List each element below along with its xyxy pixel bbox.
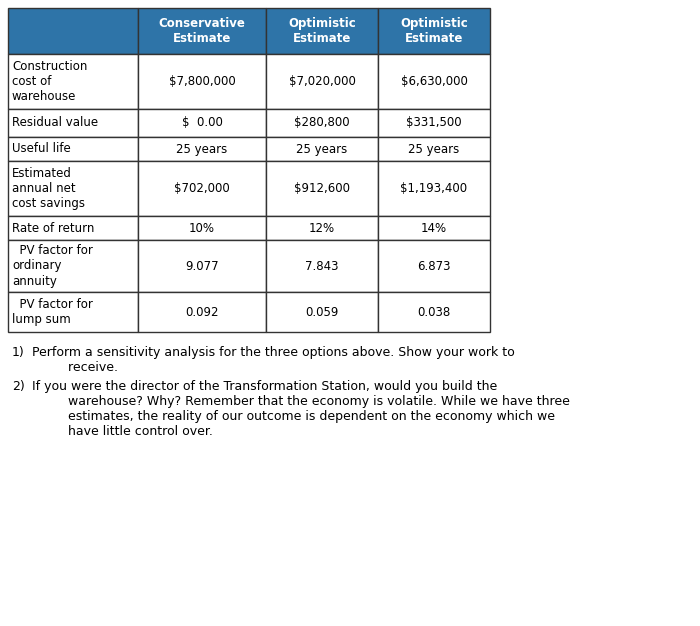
Bar <box>138 161 266 216</box>
Text: $912,600: $912,600 <box>294 182 350 195</box>
Bar <box>378 216 490 240</box>
Text: Conservative
Estimate: Conservative Estimate <box>159 17 246 45</box>
Bar <box>378 109 490 137</box>
Text: Perform a sensitivity analysis for the three options above. Show your work to
  : Perform a sensitivity analysis for the t… <box>32 346 514 374</box>
Text: Optimistic
Estimate: Optimistic Estimate <box>400 17 468 45</box>
Bar <box>266 54 378 109</box>
Text: $1,193,400: $1,193,400 <box>400 182 468 195</box>
Text: 14%: 14% <box>421 222 447 235</box>
Bar <box>138 137 266 161</box>
Text: $6,630,000: $6,630,000 <box>400 75 468 88</box>
Bar <box>266 161 378 216</box>
Bar <box>8 137 138 161</box>
Text: 6.873: 6.873 <box>417 260 451 272</box>
Bar <box>8 109 138 137</box>
Bar <box>8 8 138 54</box>
Text: 9.077: 9.077 <box>186 260 219 272</box>
Bar <box>266 8 378 54</box>
Bar <box>378 8 490 54</box>
Bar <box>266 292 378 332</box>
Text: 2): 2) <box>12 380 24 393</box>
Text: Construction
cost of
warehouse: Construction cost of warehouse <box>12 60 88 103</box>
Text: PV factor for
ordinary
annuity: PV factor for ordinary annuity <box>12 245 93 287</box>
Bar <box>378 240 490 292</box>
Text: 12%: 12% <box>309 222 335 235</box>
Text: 25 years: 25 years <box>296 143 348 155</box>
Bar <box>8 161 138 216</box>
Bar <box>8 240 138 292</box>
Text: PV factor for
lump sum: PV factor for lump sum <box>12 298 93 326</box>
Text: 25 years: 25 years <box>408 143 460 155</box>
Text: If you were the director of the Transformation Station, would you build the
    : If you were the director of the Transfor… <box>32 380 570 438</box>
Bar <box>138 54 266 109</box>
Bar <box>8 54 138 109</box>
Bar <box>138 240 266 292</box>
Text: 1): 1) <box>12 346 24 359</box>
Bar <box>266 137 378 161</box>
Text: $331,500: $331,500 <box>406 116 462 130</box>
Text: Estimated
annual net
cost savings: Estimated annual net cost savings <box>12 167 85 210</box>
Text: Useful life: Useful life <box>12 143 71 155</box>
Text: 0.038: 0.038 <box>417 305 451 319</box>
Bar <box>266 216 378 240</box>
Text: 0.092: 0.092 <box>186 305 218 319</box>
Bar <box>138 292 266 332</box>
Bar <box>8 292 138 332</box>
Text: $280,800: $280,800 <box>294 116 350 130</box>
Text: Optimistic
Estimate: Optimistic Estimate <box>288 17 356 45</box>
Bar <box>138 8 266 54</box>
Text: $702,000: $702,000 <box>174 182 230 195</box>
Text: 25 years: 25 years <box>176 143 228 155</box>
Text: 0.059: 0.059 <box>305 305 339 319</box>
Text: $7,800,000: $7,800,000 <box>169 75 235 88</box>
Text: $7,020,000: $7,020,000 <box>288 75 356 88</box>
Text: Residual value: Residual value <box>12 116 98 130</box>
Bar <box>138 109 266 137</box>
Bar <box>378 54 490 109</box>
Bar <box>378 137 490 161</box>
Bar <box>8 216 138 240</box>
Bar <box>138 216 266 240</box>
Text: 7.843: 7.843 <box>305 260 339 272</box>
Bar <box>378 161 490 216</box>
Bar <box>266 240 378 292</box>
Bar <box>266 109 378 137</box>
Text: $  0.00: $ 0.00 <box>181 116 223 130</box>
Text: Rate of return: Rate of return <box>12 222 95 235</box>
Bar <box>378 292 490 332</box>
Text: 10%: 10% <box>189 222 215 235</box>
